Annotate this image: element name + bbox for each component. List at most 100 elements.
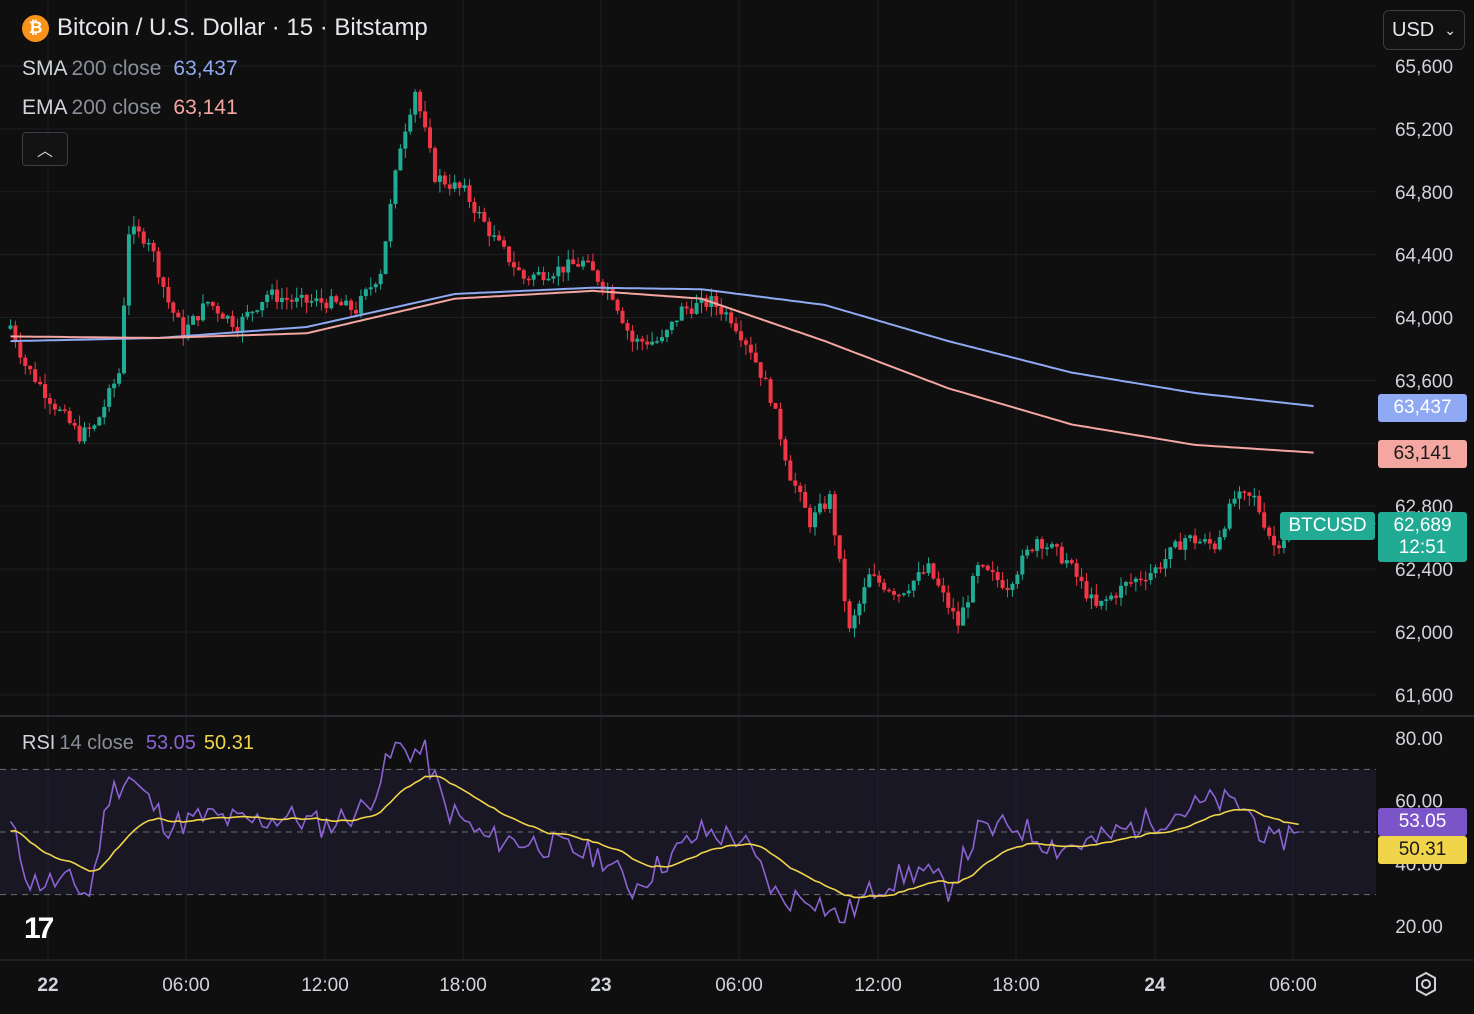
candle-body (1054, 544, 1059, 547)
candle-body (437, 175, 442, 182)
candle-body (200, 303, 205, 321)
tradingview-logo[interactable]: 17 (24, 912, 54, 945)
candle-body (660, 337, 664, 342)
currency-selector[interactable]: USD ⌄ (1383, 10, 1465, 50)
candle-body (862, 587, 867, 604)
candle-body (724, 312, 729, 315)
candle-body (694, 302, 699, 314)
candle-body (181, 317, 186, 339)
candle-body (541, 272, 546, 281)
candle-body (482, 211, 487, 222)
currency-label: USD (1392, 18, 1435, 41)
rsi-legend[interactable]: RSI 14 close 53.05 50.31 (22, 732, 254, 755)
candle-body (1173, 541, 1178, 548)
candle-body (62, 409, 67, 411)
candle-body (265, 294, 270, 302)
candle-body (235, 327, 240, 333)
bar-countdown: 12:51 (1398, 537, 1447, 558)
collapse-legend-button[interactable]: ︿ (22, 132, 68, 166)
candle-body (1247, 492, 1252, 496)
candle-body (576, 264, 581, 267)
candle-body (571, 259, 576, 265)
candle-body (581, 260, 586, 267)
time-tick-label: 06:00 (1269, 975, 1317, 996)
candle-body (1207, 539, 1212, 544)
candle-body (990, 570, 995, 573)
candle-body (304, 294, 309, 303)
settings-icon[interactable] (1412, 970, 1440, 998)
candle-body (28, 365, 33, 370)
time-axis: 22 06:00 12:00 18:00 23 06:00 12:00 18:00 24 06:0… (37, 975, 1316, 996)
candle-body (778, 408, 783, 440)
symbol-title[interactable]: Bitcoin / U.S. Dollar · 15 · Bitstamp (57, 14, 428, 41)
candle-body (803, 492, 808, 508)
candle-body (141, 231, 146, 244)
candle-body (1153, 567, 1158, 574)
bitcoin-icon: ₿ (22, 14, 49, 42)
candle-body (1010, 584, 1015, 591)
time-tick-label: 24 (1144, 975, 1166, 996)
candle-body (521, 270, 526, 279)
candle-body (615, 299, 620, 311)
ema-legend-value: 63,141 (173, 96, 238, 119)
candle-body (462, 185, 467, 188)
candle-body (388, 204, 393, 242)
candle-body (763, 377, 768, 380)
candle-body (1069, 560, 1074, 564)
sma-legend-value: 63,437 (173, 57, 238, 80)
candle-body (107, 388, 112, 407)
candle-body (299, 294, 304, 298)
candle-body (882, 582, 887, 590)
candle-body (906, 590, 911, 594)
candle-body (334, 296, 339, 302)
candle-body (679, 306, 684, 321)
time-tick-label: 18:00 (992, 975, 1040, 996)
candle-body (758, 362, 763, 378)
rsi-legend-value: 53.05 (145, 732, 196, 754)
candle-body (788, 460, 793, 481)
candle-body (1123, 582, 1128, 586)
candle-body (645, 341, 650, 345)
candle-body (719, 306, 724, 315)
ema-200-line (10, 289, 1314, 454)
candle-body (1005, 587, 1010, 591)
candle-body (47, 398, 52, 404)
price-tick-label: 64,800 (1395, 183, 1453, 204)
candle-body (536, 272, 541, 275)
candle-body (117, 373, 122, 384)
candle-body (1133, 578, 1138, 583)
candle-body (704, 297, 709, 307)
candle-body (595, 270, 600, 282)
rsi-tick-label: 60.00 (1395, 792, 1443, 813)
rsi-tick-label: 20.00 (1395, 917, 1443, 938)
candle-body (664, 330, 669, 338)
candle-body (1040, 539, 1045, 549)
sma-legend-name: SMA (22, 57, 68, 80)
candle-body (640, 338, 645, 342)
candle-body (447, 184, 452, 189)
candle-body (714, 296, 719, 307)
candle-body (126, 234, 131, 306)
ema-legend[interactable]: EMA 200 close 63,141 (22, 96, 238, 120)
candle-body (8, 325, 13, 329)
price-tick-label: 65,600 (1395, 57, 1453, 78)
candle-body (151, 242, 156, 252)
candle-body (314, 298, 319, 302)
sma-legend[interactable]: SMA 200 close 63,437 (22, 57, 238, 81)
candle-body (487, 221, 492, 237)
candle-body (1099, 600, 1104, 606)
candle-body (827, 494, 832, 509)
rsi-line (9, 739, 1299, 924)
candle-body (131, 226, 136, 235)
candle-body (230, 315, 235, 328)
candle-body (373, 284, 378, 288)
candle-body (1000, 579, 1005, 588)
candle-body (872, 574, 877, 576)
time-tick-label: 22 (37, 975, 58, 996)
candle-body (1025, 549, 1030, 556)
candle-body (245, 311, 250, 317)
candle-body (1138, 578, 1143, 581)
candle-body (985, 565, 990, 571)
candle-body (136, 226, 141, 232)
